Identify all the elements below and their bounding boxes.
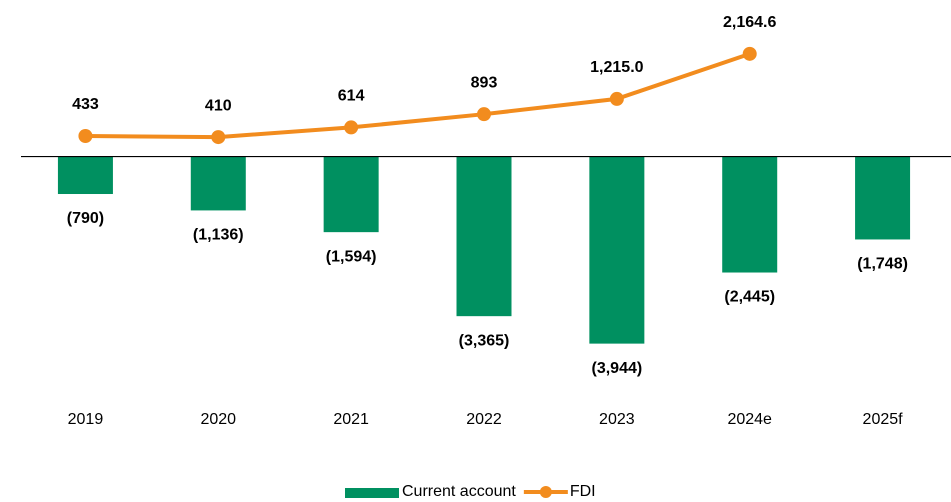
legend-label: FDI — [570, 483, 596, 500]
line-point — [609, 91, 624, 106]
legend-swatch-dot — [539, 486, 552, 498]
legend-label: Current account — [402, 483, 516, 500]
data-label: (3,944) — [592, 360, 643, 377]
data-label: 893 — [471, 74, 498, 91]
x-tick-label: 2024e — [727, 411, 772, 428]
x-tick-label: 2019 — [68, 411, 104, 428]
line-point — [742, 46, 757, 61]
data-label: (790) — [67, 210, 104, 227]
data-label: 433 — [72, 96, 99, 113]
data-label: 2,164.6 — [723, 14, 776, 31]
data-label: 614 — [338, 88, 365, 105]
data-label: (1,136) — [193, 227, 244, 244]
bar — [722, 156, 778, 273]
data-label: (1,594) — [326, 248, 377, 265]
data-label: (1,748) — [857, 256, 908, 273]
data-label: 1,215.0 — [590, 59, 643, 76]
data-label: 410 — [205, 97, 232, 114]
bar — [855, 156, 911, 240]
line — [85, 51, 751, 140]
line-point — [477, 107, 491, 122]
line-point — [344, 120, 359, 135]
bar — [190, 156, 246, 211]
legend-swatch — [345, 488, 399, 498]
line-point — [211, 130, 226, 145]
line-point — [78, 128, 93, 143]
bar — [456, 156, 512, 317]
x-tick-label: 2025f — [863, 411, 904, 428]
x-tick-label: 2023 — [599, 411, 635, 428]
data-label: (2,445) — [724, 289, 775, 306]
bar — [57, 156, 113, 195]
data-label: (3,365) — [459, 332, 510, 349]
x-tick-label: 2022 — [466, 411, 502, 428]
x-tick-label: 2021 — [333, 411, 369, 428]
bar — [589, 156, 645, 344]
bar — [323, 156, 379, 233]
x-tick-label: 2020 — [200, 411, 236, 428]
